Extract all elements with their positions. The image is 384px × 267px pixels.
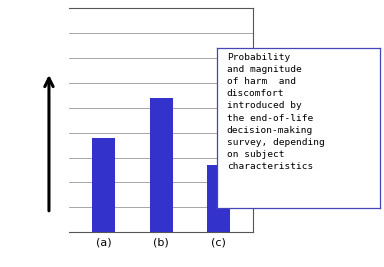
- Bar: [92, 138, 115, 232]
- Text: Higher
risk: Higher risk: [5, 21, 62, 54]
- Text: Probability
and magnitude
of harm  and
discomfort
introduced by
the end-of-life
: Probability and magnitude of harm and di…: [227, 53, 324, 171]
- Bar: [207, 165, 230, 232]
- Text: Low
risk: Low risk: [17, 221, 51, 254]
- Bar: [150, 98, 173, 232]
